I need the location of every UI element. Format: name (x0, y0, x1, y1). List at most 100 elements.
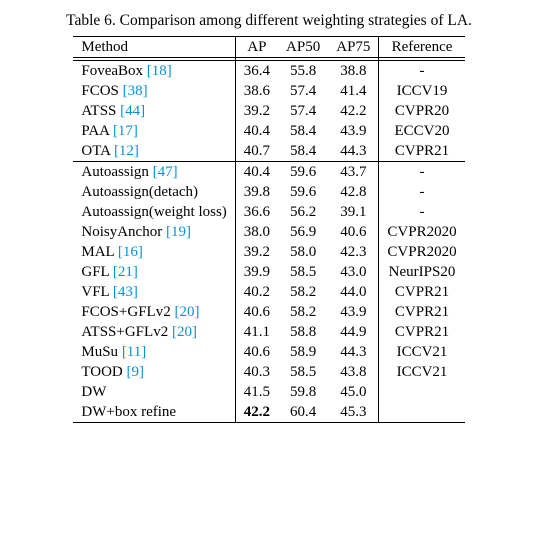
ap50-cell: 60.4 (278, 402, 328, 423)
method-name: ATSS (81, 103, 116, 119)
reference-cell: CVPR2020 (379, 222, 465, 242)
ap75-cell: 39.1 (328, 202, 379, 222)
ap-cell: 40.3 (235, 362, 278, 382)
ap-cell: 39.9 (235, 262, 278, 282)
citation-link[interactable]: [21] (113, 264, 138, 280)
table-row: FCOS [38]38.657.441.4ICCV19 (73, 81, 464, 101)
table-row: PAA [17]40.458.443.9ECCV20 (73, 121, 464, 141)
table-row: FCOS+GFLv2 [20]40.658.243.9CVPR21 (73, 302, 464, 322)
citation-link[interactable]: [9] (127, 364, 145, 380)
citation-link[interactable]: [44] (120, 103, 145, 119)
ap50-cell: 59.8 (278, 382, 328, 402)
ap75-cell: 45.3 (328, 402, 379, 423)
reference-cell: - (379, 61, 465, 82)
table-row: DW+box refine42.260.445.3 (73, 402, 464, 423)
ap75-cell: 44.0 (328, 282, 379, 302)
col-ap: AP (235, 37, 278, 58)
table-row: OTA [12]40.758.444.3CVPR21 (73, 141, 464, 162)
ap-cell: 40.4 (235, 121, 278, 141)
ap-cell: 40.7 (235, 141, 278, 162)
header-row: Method AP AP50 AP75 Reference (73, 37, 464, 58)
reference-cell: CVPR21 (379, 141, 465, 162)
method-cell: GFL [21] (73, 262, 235, 282)
method-name: VFL (81, 284, 109, 300)
ap-cell: 36.4 (235, 61, 278, 82)
table-body: FoveaBox [18]36.455.838.8-FCOS [38]38.65… (73, 58, 464, 423)
method-name: FoveaBox (81, 63, 143, 79)
ap50-cell: 58.2 (278, 302, 328, 322)
ap75-cell: 40.6 (328, 222, 379, 242)
reference-cell: CVPR21 (379, 282, 465, 302)
citation-link[interactable]: [43] (113, 284, 138, 300)
comparison-table: Method AP AP50 AP75 Reference FoveaBox [… (73, 36, 464, 423)
ap-cell: 40.6 (235, 302, 278, 322)
table-row: TOOD [9]40.358.543.8ICCV21 (73, 362, 464, 382)
ap75-cell: 42.2 (328, 101, 379, 121)
ap75-cell: 43.8 (328, 362, 379, 382)
method-cell: ATSS+GFLv2 [20] (73, 322, 235, 342)
ap50-cell: 56.2 (278, 202, 328, 222)
table-row: Autoassign [47]40.459.643.7- (73, 162, 464, 183)
ap75-cell: 42.8 (328, 182, 379, 202)
reference-cell: NeurIPS20 (379, 262, 465, 282)
citation-link[interactable]: [17] (113, 123, 138, 139)
reference-cell (379, 402, 465, 423)
ap50-cell: 56.9 (278, 222, 328, 242)
reference-cell: ECCV20 (379, 121, 465, 141)
citation-link[interactable]: [11] (122, 344, 146, 360)
reference-cell: - (379, 202, 465, 222)
col-ap50: AP50 (278, 37, 328, 58)
table-row: GFL [21]39.958.543.0NeurIPS20 (73, 262, 464, 282)
method-name: ATSS+GFLv2 (81, 324, 168, 340)
col-reference: Reference (379, 37, 465, 58)
table-row: DW41.559.845.0 (73, 382, 464, 402)
reference-cell: ICCV21 (379, 342, 465, 362)
reference-cell: CVPR21 (379, 302, 465, 322)
ap50-cell: 59.6 (278, 182, 328, 202)
ap50-cell: 59.6 (278, 162, 328, 183)
method-name: Autoassign(weight loss) (81, 204, 226, 220)
method-cell: Autoassign [47] (73, 162, 235, 183)
citation-link[interactable]: [19] (166, 224, 191, 240)
table-row: ATSS+GFLv2 [20]41.158.844.9CVPR21 (73, 322, 464, 342)
citation-link[interactable]: [20] (174, 304, 199, 320)
col-method: Method (73, 37, 235, 58)
method-name: PAA (81, 123, 109, 139)
ap75-cell: 43.9 (328, 302, 379, 322)
ap50-cell: 55.8 (278, 61, 328, 82)
method-cell: MAL [16] (73, 242, 235, 262)
ap-cell: 40.4 (235, 162, 278, 183)
ap-cell: 39.2 (235, 242, 278, 262)
ap50-cell: 58.0 (278, 242, 328, 262)
ap75-cell: 38.8 (328, 61, 379, 82)
ap75-cell: 44.3 (328, 342, 379, 362)
ap-cell: 38.6 (235, 81, 278, 101)
ap75-cell: 43.0 (328, 262, 379, 282)
method-cell: VFL [43] (73, 282, 235, 302)
ap50-cell: 58.2 (278, 282, 328, 302)
citation-link[interactable]: [16] (118, 244, 143, 260)
method-cell: MuSu [11] (73, 342, 235, 362)
method-name: Autoassign(detach) (81, 184, 198, 200)
citation-link[interactable]: [38] (123, 83, 148, 99)
ap75-cell: 41.4 (328, 81, 379, 101)
ap50-cell: 57.4 (278, 101, 328, 121)
table-row: VFL [43]40.258.244.0CVPR21 (73, 282, 464, 302)
citation-link[interactable]: [18] (147, 63, 172, 79)
reference-cell (379, 382, 465, 402)
method-cell: Autoassign(weight loss) (73, 202, 235, 222)
citation-link[interactable]: [12] (114, 143, 139, 159)
method-name: MAL (81, 244, 114, 260)
citation-link[interactable]: [20] (172, 324, 197, 340)
citation-link[interactable]: [47] (153, 164, 178, 180)
table-row: ATSS [44]39.257.442.2CVPR20 (73, 101, 464, 121)
ap-cell: 36.6 (235, 202, 278, 222)
table-caption: Table 6. Comparison among different weig… (12, 12, 526, 30)
method-name: GFL (81, 264, 109, 280)
reference-cell: ICCV21 (379, 362, 465, 382)
ap-cell: 39.8 (235, 182, 278, 202)
method-cell: DW (73, 382, 235, 402)
ap75-cell: 44.3 (328, 141, 379, 162)
reference-cell: CVPR2020 (379, 242, 465, 262)
ap75-cell: 42.3 (328, 242, 379, 262)
